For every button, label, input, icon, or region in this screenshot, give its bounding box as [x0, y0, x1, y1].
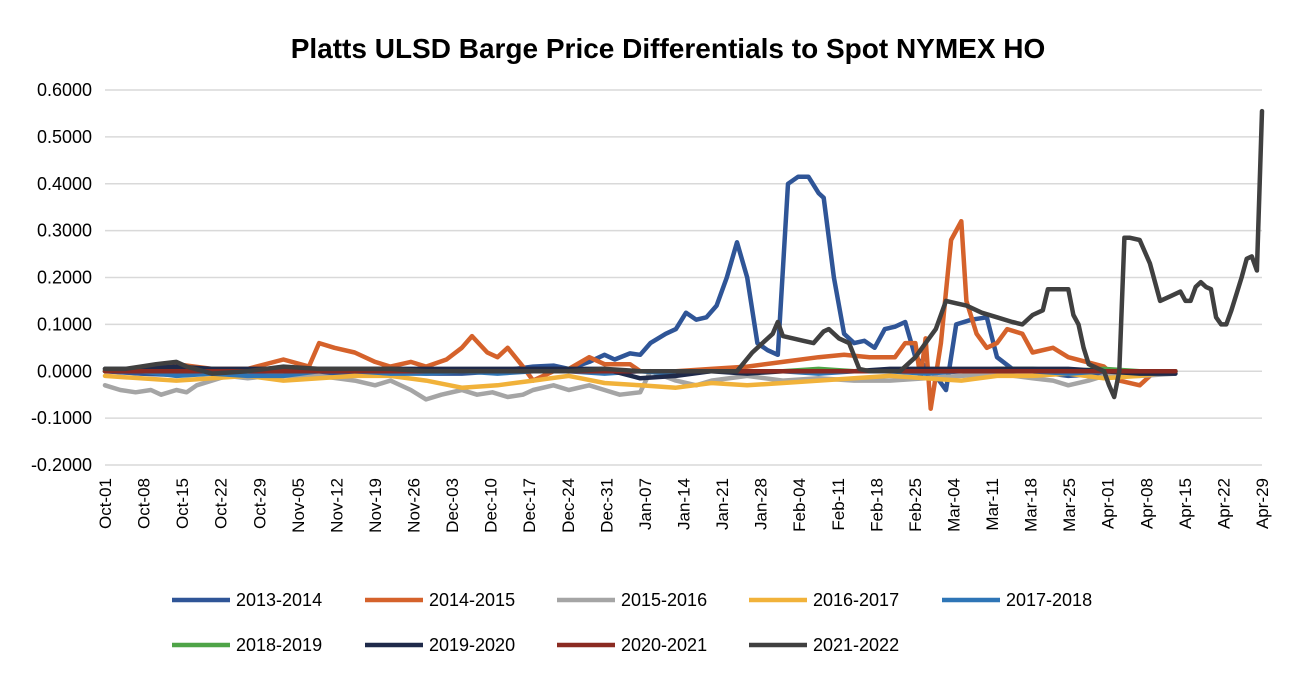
x-tick-label: Apr-01 — [1099, 478, 1118, 529]
x-tick-label: Oct-08 — [135, 478, 154, 529]
chart-title: Platts ULSD Barge Price Differentials to… — [291, 33, 1046, 64]
legend: 2013-2014 2014-2015 2015-2016 2016-2017 2017… — [172, 590, 1092, 655]
legend-label: 2017-2018 — [1006, 590, 1092, 610]
legend-label: 2021-2022 — [813, 635, 899, 655]
x-tick-label: Apr-15 — [1176, 478, 1195, 529]
x-tick-label: Oct-01 — [96, 478, 115, 529]
x-tick-label: Mar-11 — [983, 478, 1002, 531]
y-tick-label: 0.2000 — [37, 268, 92, 288]
y-tick-label: -0.1000 — [31, 408, 92, 428]
x-tick-label: Dec-03 — [443, 478, 462, 533]
y-tick-label: 0.5000 — [37, 127, 92, 147]
x-tick-label: Nov-12 — [327, 478, 346, 533]
x-tick-label: Feb-04 — [790, 478, 809, 532]
x-tick-label: Apr-08 — [1137, 478, 1156, 529]
y-tick-label: 0.4000 — [37, 174, 92, 194]
legend-label: 2020-2021 — [621, 635, 707, 655]
legend-label: 2014-2015 — [429, 590, 515, 610]
x-axis-ticks: Oct-01 Oct-08 Oct-15 Oct-22 Oct-29 Nov-05 Nov-… — [96, 478, 1272, 533]
y-axis-ticks: 0.6000 0.5000 0.4000 0.3000 0.2000 0.1000 0.00… — [31, 80, 92, 475]
series-line-2016-2017 — [102, 368, 1178, 390]
series-lines — [102, 108, 1265, 411]
series-line-2021-2022 — [102, 108, 1265, 400]
x-tick-label: Dec-17 — [520, 478, 539, 533]
x-tick-label: Apr-29 — [1253, 478, 1272, 529]
legend-label: 2016-2017 — [813, 590, 899, 610]
x-tick-label: Oct-15 — [173, 478, 192, 529]
x-tick-label: Jan-28 — [752, 478, 771, 530]
series-line-2019-2020 — [102, 364, 1178, 381]
x-tick-label: Mar-18 — [1022, 478, 1041, 532]
x-tick-label: Nov-19 — [366, 478, 385, 533]
x-tick-label: Mar-04 — [944, 478, 963, 532]
x-tick-label: Oct-29 — [250, 478, 269, 529]
x-tick-label: Nov-26 — [405, 478, 424, 533]
legend-label: 2015-2016 — [621, 590, 707, 610]
x-tick-label: Feb-18 — [867, 478, 886, 532]
x-tick-label: Feb-11 — [829, 478, 848, 531]
x-tick-label: Jan-07 — [636, 478, 655, 530]
x-tick-label: Dec-10 — [482, 478, 501, 533]
series-line-2014-2015 — [102, 218, 1178, 411]
series-line-2013-2014 — [102, 174, 1178, 393]
x-tick-label: Mar-25 — [1060, 478, 1079, 532]
legend-label: 2018-2019 — [236, 635, 322, 655]
x-tick-label: Jan-21 — [713, 478, 732, 530]
x-tick-label: Dec-24 — [559, 478, 578, 533]
y-tick-label: 0.1000 — [37, 314, 92, 334]
x-tick-label: Jan-14 — [675, 478, 694, 530]
gridlines — [105, 89, 1262, 466]
y-tick-label: 0.3000 — [37, 221, 92, 241]
y-tick-label: 0.6000 — [37, 80, 92, 100]
legend-label: 2013-2014 — [236, 590, 322, 610]
x-tick-label: Apr-22 — [1214, 478, 1233, 529]
x-tick-label: Nov-05 — [289, 478, 308, 533]
y-tick-label: 0.0000 — [37, 361, 92, 381]
legend-label: 2019-2020 — [429, 635, 515, 655]
x-tick-label: Dec-31 — [597, 478, 616, 533]
x-tick-label: Feb-25 — [906, 478, 925, 532]
y-tick-label: -0.2000 — [31, 455, 92, 475]
x-tick-label: Oct-22 — [212, 478, 231, 529]
